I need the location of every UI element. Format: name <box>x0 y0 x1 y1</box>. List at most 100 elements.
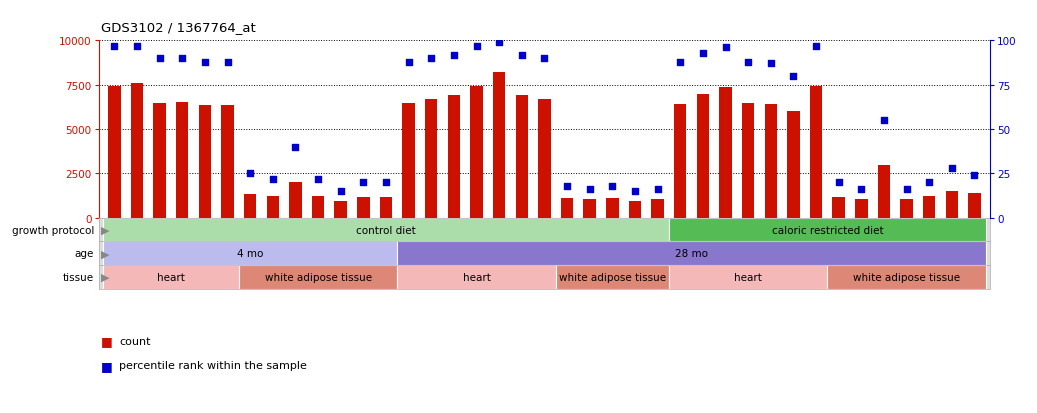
Bar <box>448 96 460 218</box>
Bar <box>199 106 212 218</box>
Text: heart: heart <box>157 272 185 282</box>
Point <box>944 166 960 172</box>
Bar <box>810 86 822 218</box>
Point <box>604 183 620 190</box>
Bar <box>584 200 596 218</box>
Bar <box>720 88 732 218</box>
Text: percentile rank within the sample: percentile rank within the sample <box>119 361 307 370</box>
Bar <box>856 200 868 218</box>
Text: caloric restricted diet: caloric restricted diet <box>772 225 884 235</box>
Bar <box>380 197 392 218</box>
Bar <box>289 183 302 218</box>
Text: white adipose tissue: white adipose tissue <box>559 272 666 282</box>
Bar <box>402 104 415 218</box>
Text: growth protocol: growth protocol <box>11 225 94 235</box>
Bar <box>312 196 325 218</box>
Point <box>491 40 507 46</box>
Bar <box>628 202 641 218</box>
Point <box>739 59 756 66</box>
Text: GDS3102 / 1367764_at: GDS3102 / 1367764_at <box>101 21 255 34</box>
Bar <box>515 96 528 218</box>
Point <box>129 43 145 50</box>
Bar <box>969 194 981 218</box>
Point <box>898 187 915 193</box>
Point <box>197 59 214 66</box>
Bar <box>900 200 913 218</box>
Point <box>264 176 281 183</box>
Point <box>423 56 440 62</box>
Bar <box>357 197 369 218</box>
Point <box>695 50 711 57</box>
Text: white adipose tissue: white adipose tissue <box>853 272 960 282</box>
Text: ■: ■ <box>101 359 112 372</box>
Bar <box>103 242 397 266</box>
Bar <box>131 83 143 218</box>
Point <box>626 188 643 195</box>
Point <box>808 43 824 50</box>
Bar <box>946 192 958 218</box>
Text: control diet: control diet <box>356 225 416 235</box>
Point <box>242 171 258 177</box>
Text: ■: ■ <box>101 334 112 347</box>
Bar <box>833 197 845 218</box>
Point <box>219 59 235 66</box>
Text: count: count <box>119 336 150 346</box>
Text: heart: heart <box>463 272 491 282</box>
Bar <box>606 199 618 218</box>
Point <box>469 43 485 50</box>
Bar <box>176 102 189 218</box>
Bar <box>877 165 890 218</box>
Point <box>513 52 530 59</box>
Bar <box>787 112 800 218</box>
Bar <box>923 196 935 218</box>
Bar <box>697 95 709 218</box>
Bar <box>651 200 664 218</box>
Point <box>310 176 327 183</box>
Point <box>536 56 553 62</box>
Bar <box>561 199 573 218</box>
Point <box>718 45 734 52</box>
Point <box>853 187 870 193</box>
Text: ▶: ▶ <box>102 272 110 282</box>
Bar <box>764 105 777 218</box>
Point <box>875 118 892 124</box>
Text: ▶: ▶ <box>102 249 110 259</box>
Bar <box>221 106 233 218</box>
Point <box>559 183 576 190</box>
Bar <box>741 104 754 218</box>
Point <box>287 144 304 151</box>
Point <box>649 187 666 193</box>
Bar <box>153 103 166 218</box>
Text: white adipose tissue: white adipose tissue <box>264 272 371 282</box>
Text: age: age <box>75 249 94 259</box>
Point <box>355 180 371 186</box>
Text: heart: heart <box>734 272 762 282</box>
Point <box>785 74 802 80</box>
Point <box>762 61 779 68</box>
Point <box>966 173 983 179</box>
Point <box>921 180 937 186</box>
Bar <box>828 266 986 289</box>
Point <box>377 180 394 186</box>
Text: 28 mo: 28 mo <box>675 249 708 259</box>
Bar <box>397 242 986 266</box>
Bar <box>103 218 669 242</box>
Bar <box>244 195 256 218</box>
Bar <box>103 266 239 289</box>
Point <box>446 52 463 59</box>
Text: tissue: tissue <box>63 272 94 282</box>
Bar <box>471 86 483 218</box>
Point <box>333 188 349 195</box>
Bar <box>425 100 438 218</box>
Text: ▶: ▶ <box>102 225 110 235</box>
Point <box>174 56 191 62</box>
Bar <box>267 196 279 218</box>
Bar <box>556 266 669 289</box>
Bar <box>538 100 551 218</box>
Bar <box>669 218 986 242</box>
Bar <box>493 73 505 218</box>
Bar <box>239 266 397 289</box>
Point <box>400 59 417 66</box>
Bar <box>108 86 120 218</box>
Point <box>151 56 168 62</box>
